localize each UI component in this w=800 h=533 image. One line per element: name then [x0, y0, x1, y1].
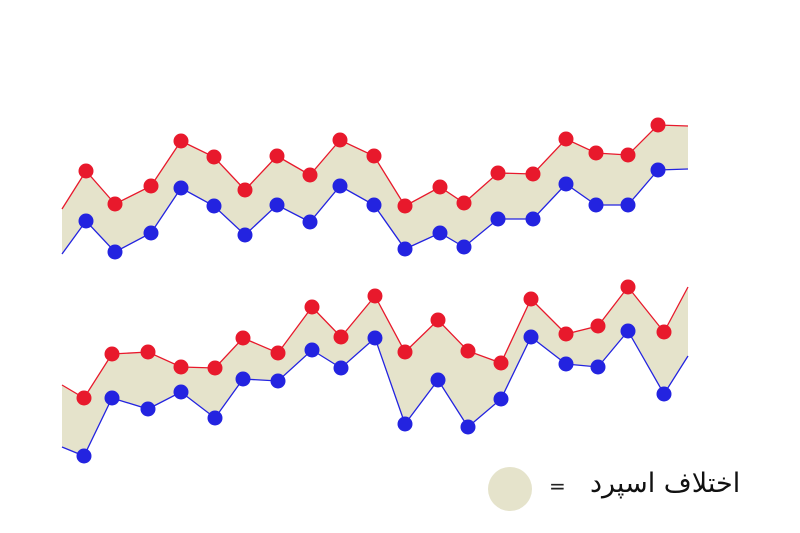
upper-point-band-1 [107, 196, 123, 212]
upper-point-band-2 [207, 360, 223, 376]
lower-point-band-2 [207, 410, 223, 426]
lower-point-band-2 [590, 359, 606, 375]
upper-point-band-1 [366, 148, 382, 164]
lower-point-band-2 [235, 371, 251, 387]
lower-point-band-1 [620, 197, 636, 213]
upper-point-band-2 [333, 329, 349, 345]
upper-point-band-2 [558, 326, 574, 342]
lower-point-band-2 [558, 356, 574, 372]
lower-point-band-1 [525, 211, 541, 227]
lower-point-band-2 [620, 323, 636, 339]
upper-point-band-2 [523, 291, 539, 307]
lower-point-band-2 [173, 384, 189, 400]
upper-point-band-2 [620, 279, 636, 295]
upper-point-band-2 [235, 330, 251, 346]
lower-point-band-2 [656, 386, 672, 402]
legend-label: اختلاف اسپرد [590, 468, 741, 499]
upper-point-band-1 [237, 182, 253, 198]
upper-point-band-1 [332, 132, 348, 148]
upper-point-band-2 [493, 355, 509, 371]
lower-point-band-1 [397, 241, 413, 257]
upper-point-band-2 [656, 324, 672, 340]
lower-point-band-2 [76, 448, 92, 464]
lower-point-band-1 [558, 176, 574, 192]
lower-point-band-1 [490, 211, 506, 227]
legend-equals: = [549, 474, 566, 498]
lower-point-band-1 [332, 178, 348, 194]
lower-point-band-2 [140, 401, 156, 417]
upper-point-band-1 [620, 147, 636, 163]
lower-point-band-1 [237, 227, 253, 243]
spread-area-band-2 [62, 287, 688, 456]
upper-point-band-1 [432, 179, 448, 195]
spread-area-band-1 [62, 125, 688, 254]
upper-point-band-1 [650, 117, 666, 133]
lower-point-band-1 [302, 214, 318, 230]
lower-point-band-2 [523, 329, 539, 345]
lower-point-band-1 [432, 225, 448, 241]
upper-point-band-2 [367, 288, 383, 304]
upper-point-band-2 [173, 359, 189, 375]
legend-swatch [488, 467, 532, 511]
lower-point-band-1 [107, 244, 123, 260]
lower-point-band-2 [104, 390, 120, 406]
upper-point-band-2 [104, 346, 120, 362]
lower-point-band-2 [397, 416, 413, 432]
upper-point-band-2 [270, 345, 286, 361]
lower-point-band-1 [456, 239, 472, 255]
upper-point-band-2 [140, 344, 156, 360]
lower-point-band-2 [430, 372, 446, 388]
lower-point-band-1 [206, 198, 222, 214]
upper-point-band-1 [525, 166, 541, 182]
upper-point-band-1 [397, 198, 413, 214]
lower-point-band-2 [333, 360, 349, 376]
lower-point-band-1 [588, 197, 604, 213]
upper-point-band-1 [490, 165, 506, 181]
lower-point-band-1 [143, 225, 159, 241]
upper-point-band-1 [302, 167, 318, 183]
lower-point-band-1 [173, 180, 189, 196]
upper-point-band-1 [588, 145, 604, 161]
upper-point-band-1 [269, 148, 285, 164]
lower-point-band-2 [304, 342, 320, 358]
upper-point-band-2 [590, 318, 606, 334]
upper-point-band-2 [397, 344, 413, 360]
upper-point-band-1 [173, 133, 189, 149]
lower-point-band-2 [270, 373, 286, 389]
lower-point-band-2 [460, 419, 476, 435]
upper-point-band-1 [143, 178, 159, 194]
lower-point-band-1 [650, 162, 666, 178]
lower-point-band-1 [366, 197, 382, 213]
upper-point-band-1 [456, 195, 472, 211]
lower-point-band-1 [269, 197, 285, 213]
upper-point-band-2 [430, 312, 446, 328]
lower-point-band-1 [78, 213, 94, 229]
lower-point-band-2 [493, 391, 509, 407]
upper-point-band-2 [460, 343, 476, 359]
upper-point-band-2 [304, 299, 320, 315]
upper-point-band-1 [78, 163, 94, 179]
upper-point-band-1 [206, 149, 222, 165]
upper-point-band-2 [76, 390, 92, 406]
lower-point-band-2 [367, 330, 383, 346]
upper-point-band-1 [558, 131, 574, 147]
